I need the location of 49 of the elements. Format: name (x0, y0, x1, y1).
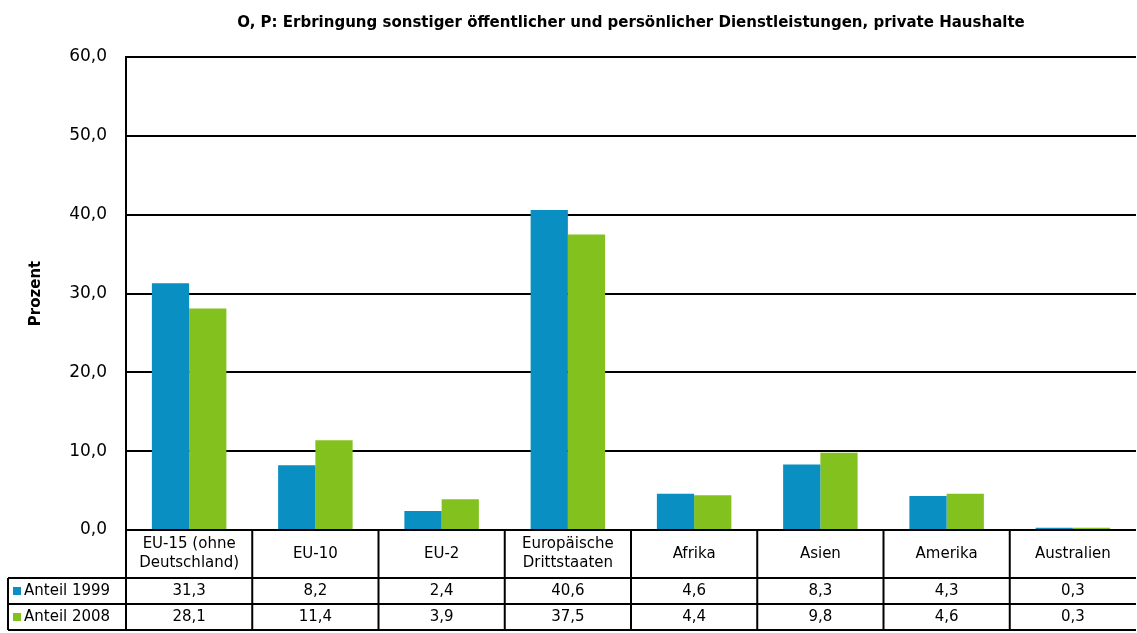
bar (278, 465, 316, 529)
x-tick-label: Afrika (672, 543, 716, 562)
data-label: 4,6 (682, 580, 707, 599)
legend-label: Anteil 1999 (24, 580, 111, 599)
bar (404, 511, 442, 529)
data-label: 9,8 (808, 606, 833, 625)
x-tick-label: Australien (1034, 543, 1111, 562)
bar (783, 464, 821, 529)
bar (656, 493, 695, 529)
legend-label: Anteil 2008 (24, 606, 111, 625)
y-tick-label: 20,0 (69, 360, 107, 381)
y-tick-label: 50,0 (69, 124, 107, 145)
y-tick-label: 0,0 (79, 518, 107, 539)
data-label: 4,4 (682, 606, 707, 625)
bar (315, 440, 353, 529)
x-tick-label: Amerika (915, 543, 978, 562)
data-label: 2,4 (429, 580, 454, 599)
bar (820, 452, 858, 529)
y-axis-title: Prozent (25, 260, 44, 327)
data-label: 8,2 (303, 580, 328, 599)
data-label: 37,5 (551, 606, 585, 625)
x-tick-label: Asien (799, 543, 841, 562)
bar (946, 493, 984, 529)
bar (151, 283, 190, 529)
data-label: 40,6 (551, 580, 585, 599)
bar (567, 234, 606, 529)
x-tick-label: Europäische Drittstaaten (522, 534, 614, 572)
data-label: 11,4 (298, 606, 333, 625)
data-label: 28,1 (172, 606, 206, 625)
bar (441, 499, 479, 529)
y-tick-label: 40,0 (69, 203, 107, 224)
bar (694, 495, 732, 529)
data-label: 0,3 (1060, 580, 1085, 599)
y-tick-label: 30,0 (69, 281, 107, 302)
data-label: 8,3 (808, 580, 833, 599)
chart-title: O, P: Erbringung sonstiger öffentlicher und persönlicher Dienstleistungen, private Haushalte (237, 12, 1025, 31)
bar (909, 496, 947, 529)
bar (189, 308, 227, 529)
x-tick-label: EU-2 (423, 543, 460, 562)
bar (530, 209, 568, 529)
x-tick-label: EU-10 (292, 543, 338, 562)
data-label: 4,3 (934, 580, 959, 599)
x-tick-label: EU-15 (ohne Deutschland) (139, 534, 240, 572)
data-label: 0,3 (1060, 606, 1085, 625)
data-label: 3,9 (429, 606, 454, 625)
data-label: 31,3 (172, 580, 206, 599)
y-tick-label: 10,0 (69, 439, 107, 460)
data-label: 4,6 (934, 606, 959, 625)
y-tick-label: 60,0 (69, 45, 107, 66)
